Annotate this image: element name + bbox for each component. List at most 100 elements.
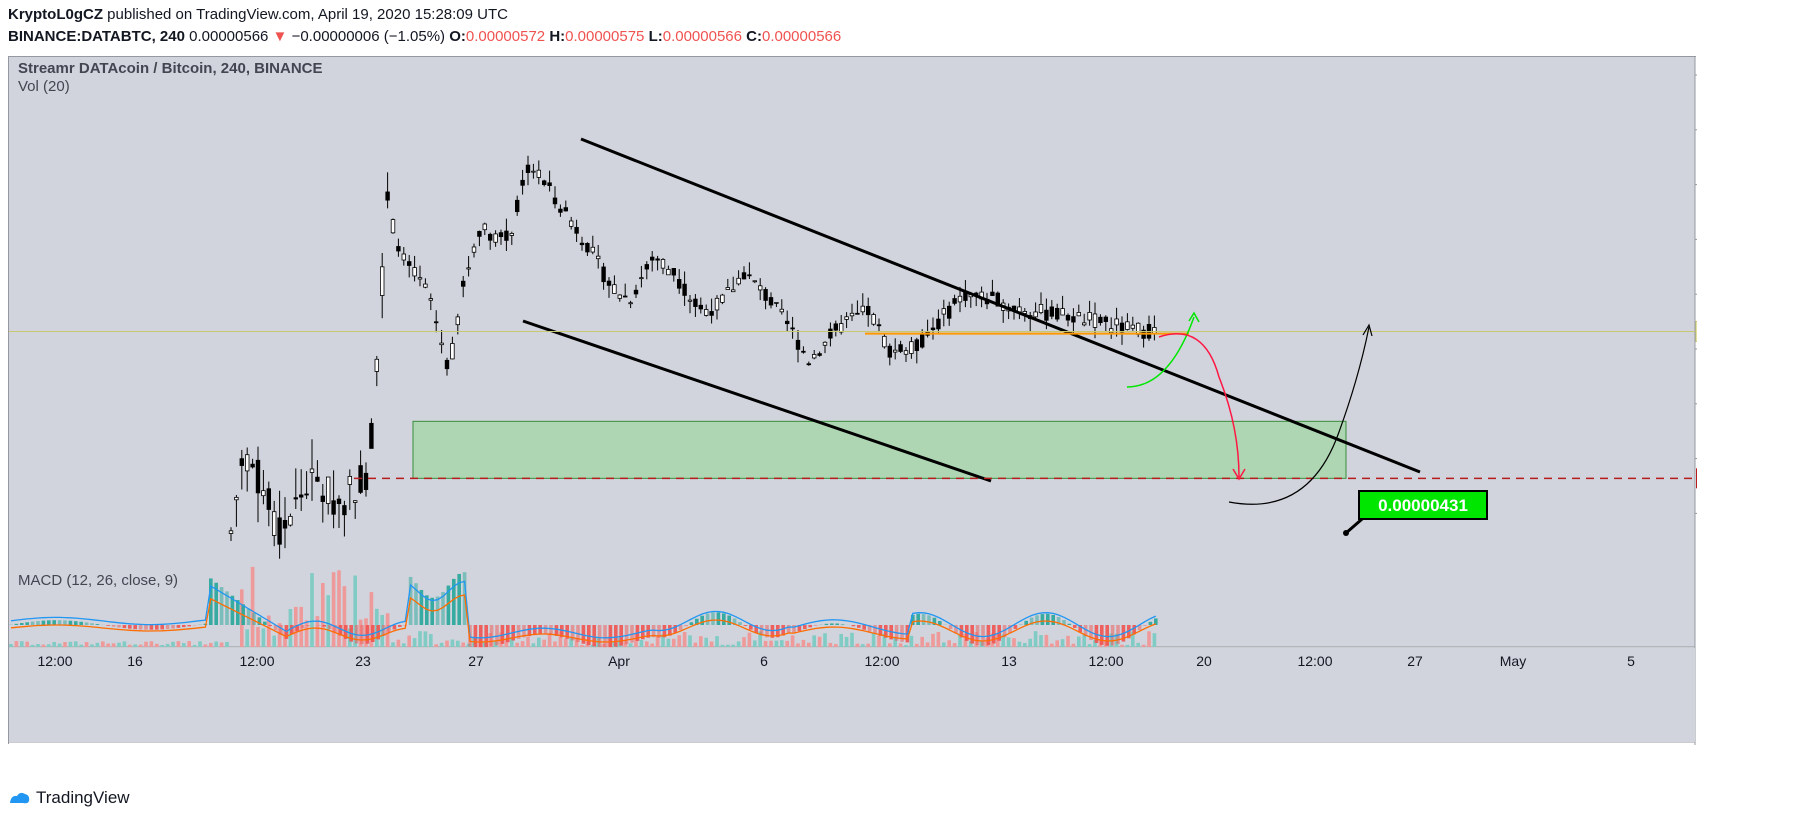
macd-bar [711, 612, 715, 625]
volume-bar [520, 641, 525, 647]
volume-bar [666, 638, 671, 647]
candle-body [1092, 313, 1098, 328]
candle-body [498, 232, 504, 238]
candle-body [785, 320, 790, 325]
volume-bar [877, 635, 881, 647]
price-axis[interactable]: 0.000008000.000007500.000007000.00000650… [1695, 67, 1697, 521]
macd-bar [122, 625, 127, 629]
macd-bar [36, 621, 40, 625]
candle-body [315, 476, 320, 482]
volume-bar [225, 641, 229, 647]
candle-body [1065, 314, 1071, 321]
candle-body [698, 304, 703, 310]
candle-body [612, 284, 617, 294]
volume-bar [1033, 631, 1038, 647]
author-name[interactable]: KryptoL0gCZ [8, 6, 103, 23]
volume-bar [1093, 639, 1097, 647]
time-tick-label: 6 [760, 653, 768, 669]
volume-bar [90, 644, 94, 647]
volume-bar [574, 638, 579, 647]
macd-bar [1105, 625, 1109, 646]
time-tick-label: 16 [127, 653, 143, 669]
volume-bar [834, 644, 838, 647]
volume-bar [272, 635, 276, 647]
tradingview-footer[interactable]: TradingView [8, 788, 130, 808]
time-axis[interactable]: 12:00 16 12:00 23 27 Apr 6 12:00 13 12:00 20 12:00 2… [37, 653, 1635, 669]
candle-body [1136, 322, 1141, 335]
macd-bar [700, 615, 704, 625]
candle-body [639, 277, 644, 280]
volume-bar [871, 633, 876, 647]
candle-body [574, 227, 579, 234]
candle-body [396, 246, 401, 252]
candle-body [1071, 316, 1076, 323]
macd-bar [921, 614, 926, 625]
volume-bar [369, 592, 374, 647]
macd-bar [57, 620, 62, 625]
volume-bar [412, 638, 417, 647]
volume-bar [187, 641, 191, 647]
upper-trendline[interactable] [580, 137, 1421, 474]
candle-body [277, 517, 282, 545]
macd-bar [1056, 617, 1061, 625]
candle-body [650, 256, 655, 261]
candle-body [774, 302, 779, 304]
candle-body [352, 500, 358, 503]
candle-body [234, 496, 239, 501]
macd-bar [533, 625, 537, 636]
volume-bar [655, 635, 660, 647]
chart-canvas[interactable]: 0.00000431 0.000008000.000007500.0000070… [9, 57, 1697, 745]
volume-bar [850, 632, 854, 647]
chart-title[interactable]: Streamr DATAcoin / Bitcoin, 240, BINANCE [18, 60, 323, 77]
candle-body [412, 267, 417, 277]
macd-bar [673, 625, 677, 634]
candle-body [725, 287, 730, 290]
volume-bar [672, 638, 676, 647]
current-price-badge-box [1695, 320, 1697, 342]
volume-bar [915, 643, 919, 647]
macd-bar [592, 625, 596, 647]
volume-legend[interactable]: Vol (20) [18, 78, 70, 95]
candle-body [1022, 311, 1027, 314]
volume-bar [1012, 638, 1016, 647]
macd-bar [171, 625, 175, 629]
candle-body [331, 500, 336, 515]
volume-bar [1120, 644, 1124, 647]
time-tick-label: 12:00 [864, 653, 899, 669]
volume-bar [785, 640, 789, 647]
macd-bar [727, 615, 731, 625]
candle-body [995, 292, 1000, 307]
candle-body [493, 233, 498, 243]
macd-pane[interactable] [9, 648, 1695, 742]
lower-trendline[interactable] [522, 319, 992, 483]
candle-body [585, 242, 590, 253]
macd-bar [657, 625, 661, 638]
volume-bar [429, 634, 433, 647]
candle-body [936, 318, 941, 330]
chart-frame[interactable]: 0.00000431 0.000008000.000007500.0000070… [8, 56, 1697, 745]
macd-bar [614, 625, 618, 647]
volume-bar [839, 633, 843, 647]
macd-legend[interactable]: MACD (12, 26, close, 9) [18, 572, 179, 589]
demand-zone[interactable] [412, 420, 1347, 479]
time-tick-label: May [1500, 653, 1526, 669]
candle-body [239, 458, 244, 466]
candle-body [768, 297, 774, 306]
macd-bar [549, 625, 553, 636]
candle-body [342, 505, 347, 516]
macd-bar [268, 625, 272, 626]
candle-body [1125, 321, 1130, 330]
macd-bar [30, 621, 35, 625]
candle-body [720, 294, 725, 303]
volume-bar [171, 641, 175, 647]
macd-bar [1073, 625, 1077, 628]
volume-bar [677, 635, 681, 647]
candle-body [623, 295, 628, 298]
volume-bar [52, 641, 56, 647]
recovery-arrow [1228, 326, 1370, 505]
candle-body [477, 230, 482, 237]
volume-bar [310, 573, 314, 647]
macd-bar [495, 625, 499, 646]
macd-bar [527, 625, 532, 637]
target-label-box[interactable] [1358, 490, 1488, 520]
